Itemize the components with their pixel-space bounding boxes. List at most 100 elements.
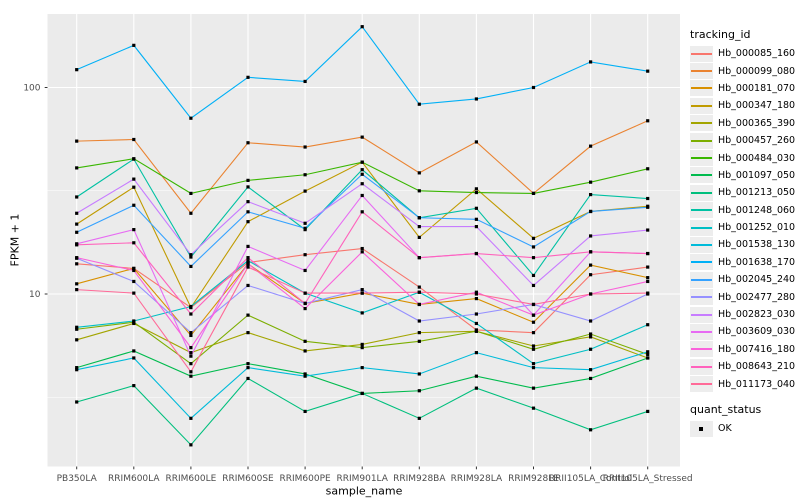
data-point (417, 285, 421, 289)
data-point (246, 220, 250, 224)
data-point (246, 362, 250, 366)
data-point (75, 230, 79, 234)
legend-label: Hb_002477_280 (718, 291, 796, 303)
x-tick-label: RRIM928LE (508, 474, 559, 484)
data-point (417, 171, 421, 175)
data-point (246, 259, 250, 263)
legend-label: Hb_000365_390 (718, 117, 796, 129)
data-point (474, 374, 478, 378)
legend-label: Hb_000085_160 (718, 48, 796, 60)
data-point (417, 102, 421, 106)
x-tick-label: RRIM600SE (222, 474, 274, 484)
data-point (246, 210, 250, 214)
data-point (589, 368, 593, 372)
legend-entry-ok: OK (690, 420, 800, 437)
data-point (589, 347, 593, 351)
data-point (646, 265, 650, 269)
data-point (246, 262, 250, 266)
legend-entry-Hb_000457_260: Hb_000457_260 (690, 132, 800, 149)
x-axis-title: sample_name (325, 484, 403, 498)
legend-entry-Hb_000085_160: Hb_000085_160 (690, 45, 800, 62)
data-point (75, 366, 79, 370)
legend-label: Hb_007416_180 (718, 343, 796, 355)
data-point (417, 339, 421, 343)
legend-entry-Hb_001252_010: Hb_001252_010 (690, 219, 800, 236)
data-point (246, 256, 250, 260)
data-point (360, 210, 364, 214)
legend-label: Hb_003609_030 (718, 326, 796, 338)
legend-label: OK (718, 423, 732, 434)
legend-entry-Hb_008643_210: Hb_008643_210 (690, 358, 800, 375)
legend-line-swatch-icon (690, 323, 713, 340)
data-point (303, 301, 307, 306)
legend-line-swatch-icon (690, 254, 713, 271)
data-point (589, 180, 593, 184)
data-point (417, 225, 421, 229)
data-point (531, 85, 536, 90)
legend-label: Hb_000484_030 (718, 152, 796, 164)
data-point (474, 321, 478, 326)
data-point (246, 376, 250, 381)
data-point (246, 200, 250, 204)
data-point (189, 312, 193, 316)
data-point (589, 263, 593, 267)
data-point (646, 350, 650, 354)
data-point (132, 228, 136, 232)
data-point (589, 273, 593, 277)
x-tick-label: RRII105LA_Control (549, 474, 632, 484)
data-point (646, 228, 650, 232)
data-point (360, 366, 364, 370)
data-point (646, 251, 650, 256)
x-tick-label: RRIM928BA (393, 474, 446, 484)
data-point (417, 319, 421, 323)
legend-line-swatch-icon (690, 80, 713, 97)
legend-line-swatch-icon (690, 115, 713, 132)
data-point (474, 312, 478, 316)
data-point (417, 302, 421, 307)
legend-title-quant-status: quant_status (690, 402, 762, 416)
data-point (474, 329, 478, 333)
data-point (589, 209, 593, 214)
data-point (246, 313, 250, 317)
legend-label: Hb_008643_210 (718, 361, 796, 373)
data-point (246, 244, 250, 249)
data-point (75, 325, 79, 329)
legend-entry-Hb_003609_030: Hb_003609_030 (690, 323, 800, 340)
data-point (189, 264, 193, 269)
data-point (75, 166, 79, 170)
data-point (360, 246, 364, 251)
data-point (303, 226, 307, 230)
legend-entry-Hb_000181_070: Hb_000181_070 (690, 80, 800, 97)
data-point (360, 135, 364, 139)
legend-entry-Hb_000347_180: Hb_000347_180 (690, 97, 800, 114)
data-point (531, 347, 536, 351)
data-point (531, 236, 536, 240)
data-point (589, 192, 593, 197)
legend-line-swatch-icon (690, 150, 713, 167)
legend-line-swatch-icon (690, 271, 713, 288)
legend-entry-Hb_000099_080: Hb_000099_080 (690, 62, 800, 80)
data-point (189, 255, 193, 259)
data-point (474, 97, 478, 101)
data-point (474, 251, 478, 256)
legend-line-swatch-icon (690, 236, 713, 253)
legend-line-swatch-icon (690, 219, 713, 236)
data-point (132, 137, 136, 142)
legend-line-swatch-icon (690, 184, 713, 201)
data-point (474, 140, 478, 144)
legend-entry-Hb_007416_180: Hb_007416_180 (690, 341, 800, 358)
legend-label: Hb_001213_050 (718, 187, 796, 199)
legend-label: Hb_000347_180 (718, 100, 796, 112)
data-point (132, 291, 136, 295)
legend-line-swatch-icon (690, 45, 713, 62)
legend-label: Hb_001248_060 (718, 204, 796, 216)
data-point (417, 189, 421, 193)
data-point (589, 60, 593, 64)
data-point (246, 185, 250, 189)
data-point (246, 331, 250, 335)
data-point (646, 196, 650, 201)
data-point (360, 160, 364, 164)
data-point (75, 338, 79, 342)
data-point (246, 75, 250, 79)
data-point (360, 291, 364, 295)
